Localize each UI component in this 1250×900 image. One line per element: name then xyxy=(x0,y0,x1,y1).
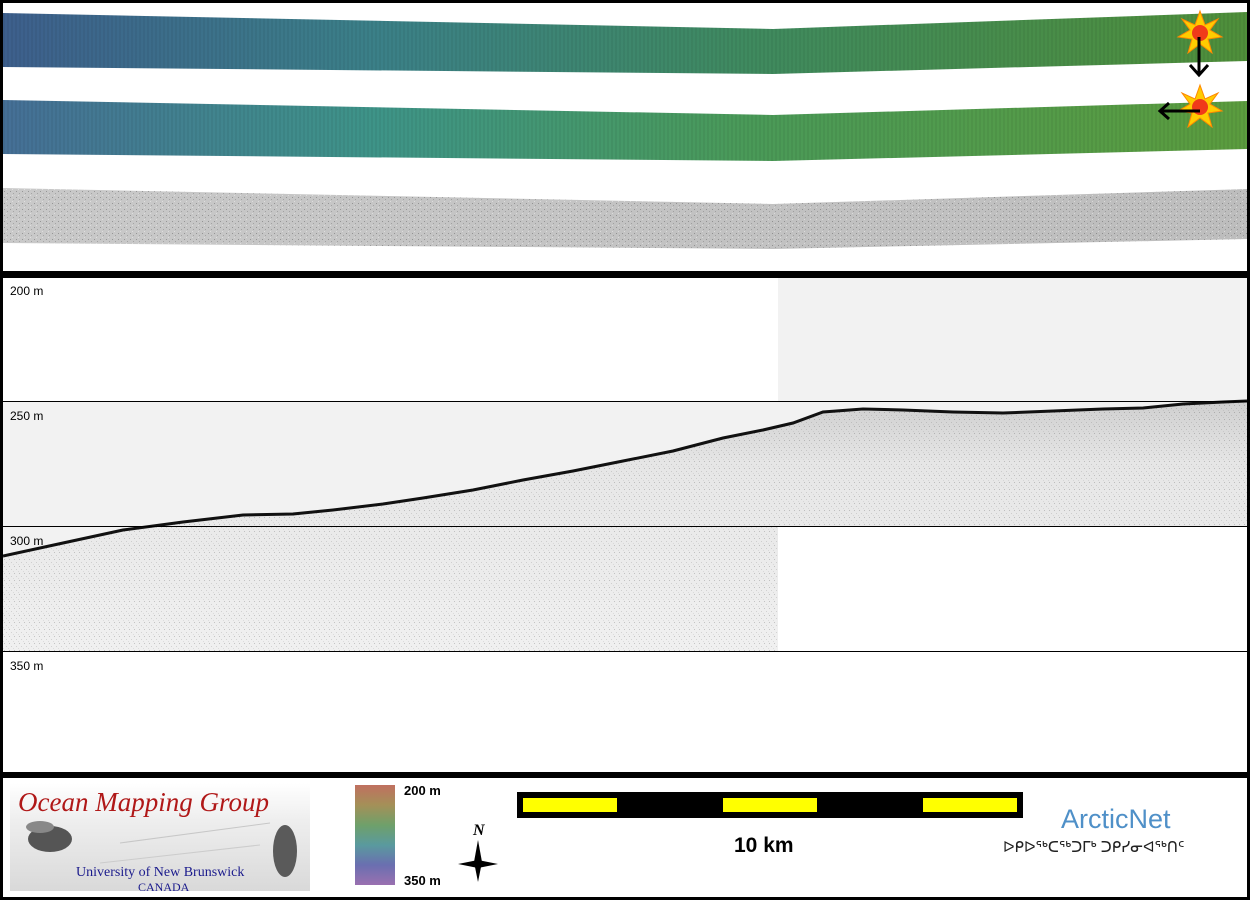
depth-gridline-250 xyxy=(3,401,1247,402)
depth-label-200: 200 m xyxy=(10,284,44,298)
logo-university: University of New Brunswick xyxy=(76,865,245,880)
echogram-panel: 200 m 250 m 300 m 350 m xyxy=(3,278,1247,772)
arcticnet-logo: ArcticNet xyxy=(1061,804,1171,834)
depth-colorbar xyxy=(355,785,395,885)
depth-label-350: 350 m xyxy=(10,659,44,673)
seabed-profile xyxy=(3,399,1247,558)
scale-segment-1 xyxy=(523,798,617,812)
depth-label-300: 300 m xyxy=(10,534,44,548)
depth-gridline-350 xyxy=(3,651,1247,652)
arcticnet-syllabics: ᐅᑭᐅᖅᑕᖅᑐᒥᒃ ᑐᑭᓯᓂᐊᖅᑎᑦ xyxy=(1003,839,1185,856)
echogram-block-upper-right xyxy=(778,278,1247,401)
legend-panel: Ocean Mapping Group University of New Br… xyxy=(3,778,1247,897)
colorbar-bottom-label: 350 m xyxy=(404,873,441,888)
echogram-image xyxy=(3,278,1247,651)
depth-gridline-300 xyxy=(3,526,1247,527)
depth-label-250: 250 m xyxy=(10,409,44,423)
north-label: N xyxy=(473,822,485,839)
scale-segment-3 xyxy=(923,798,1017,812)
scale-segment-2 xyxy=(723,798,817,812)
scale-bar xyxy=(517,792,1023,818)
north-arrow-icon xyxy=(458,840,498,882)
arrow-left-icon xyxy=(1157,101,1200,121)
swath-strips xyxy=(3,9,1247,249)
colorbar-top-label: 200 m xyxy=(404,783,441,798)
logo-fish-image xyxy=(26,821,297,877)
logo-title: Ocean Mapping Group xyxy=(18,787,269,817)
ocean-mapping-group-logo: Ocean Mapping Group University of New Br… xyxy=(10,783,310,891)
scale-label: 10 km xyxy=(734,834,794,857)
swath-panel xyxy=(3,3,1247,271)
logo-country: CANADA xyxy=(138,880,190,891)
arrow-down-icon xyxy=(1188,37,1210,78)
